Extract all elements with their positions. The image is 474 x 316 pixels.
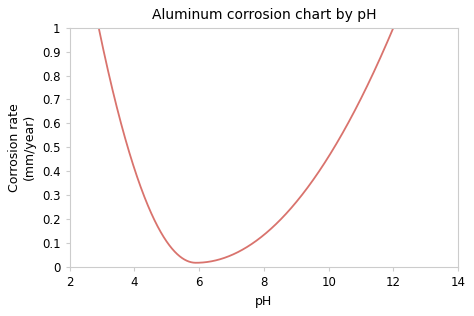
- Y-axis label: Corrosion rate
(mm/year): Corrosion rate (mm/year): [9, 103, 36, 192]
- X-axis label: pH: pH: [255, 295, 273, 308]
- Title: Aluminum corrosion chart by pH: Aluminum corrosion chart by pH: [152, 8, 376, 22]
